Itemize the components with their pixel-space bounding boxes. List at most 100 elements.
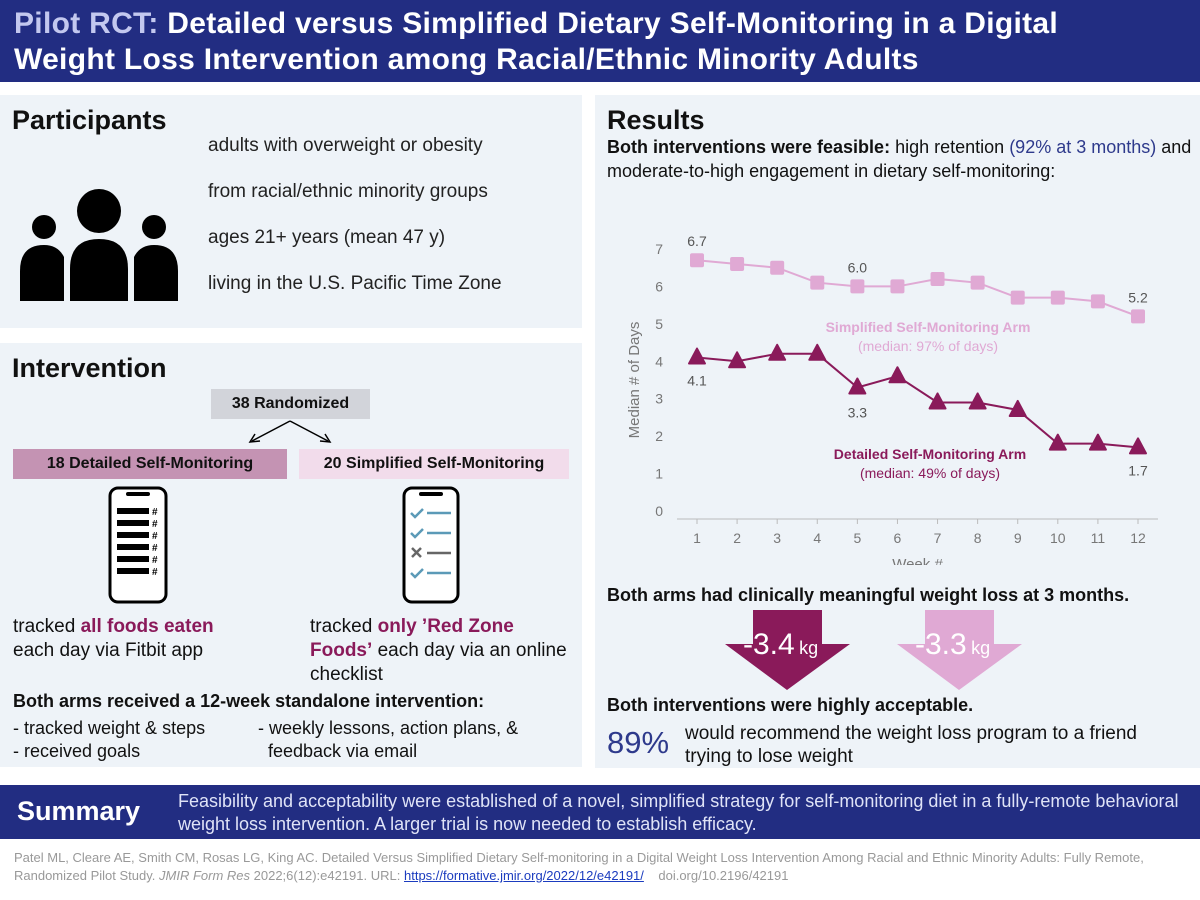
y-tick-label: 7 [655,241,663,257]
summary-bar: Summary Feasibility and acceptability we… [0,785,1200,839]
title-bar: Pilot RCT: Detailed versus Simplified Di… [0,0,1200,82]
simplified-series-name: Simplified Self-Monitoring Arm [826,319,1031,335]
citation-journal: JMIR Form Res [159,868,251,883]
feasible-bold: Both interventions were feasible: [607,137,891,157]
simplified-label: Simplified Self-Monitoring [346,455,545,472]
detailed-point [768,343,787,361]
participants-list: adults with overweight or obesity from r… [208,135,502,319]
people-icon [20,189,178,301]
detailed-series-line [696,352,1139,449]
simplified-weight-unit: kg [971,638,991,658]
simplified-point [690,253,704,268]
participants-panel: Participants adults with overweight or o… [0,95,582,328]
acceptability-heading: Both interventions were highly acceptabl… [607,695,974,715]
detailed-point [728,351,747,369]
feasible-blue: (92% at 3 months) [1009,137,1157,157]
intervention-heading: Intervention [12,353,167,383]
bullet-item: - received goals [13,741,141,761]
simplified-point [970,275,985,290]
simplified-n: 20 [323,455,342,472]
data-label: 5.2 [1128,289,1148,305]
svg-text:#: # [152,555,158,566]
detailed-point [1008,399,1027,417]
simplified-desc-bold: only ’Red Zone Foods’ [310,616,514,661]
detailed-point [888,366,907,384]
simplified-point [810,275,825,290]
y-tick-label: 6 [655,278,663,294]
recommend-percent: 89% [607,725,670,760]
x-tick-label: 9 [1014,530,1022,546]
detailed-arm-box: 18 Detailed Self-Monitoring [13,449,287,479]
detailed-point [1088,433,1107,451]
detailed-description: tracked all foods eaten each day via Fit… [13,615,293,663]
participants-heading: Participants [12,105,167,135]
summary-heading: Summary [17,796,141,826]
citation-authors: Patel ML, Cleare AE, Smith CM, Rosas LG,… [14,850,1144,883]
randomized-box: 38 Randomized [211,389,370,419]
participant-item: ages 21+ years (mean 47 y) [208,227,446,248]
results-panel: Results Both interventions were feasible… [595,95,1200,768]
y-tick-label: 2 [655,428,663,444]
simplified-series-note: (median: 97% of days) [858,338,998,354]
citation-details: 2022;6(12):e42191. URL: [253,868,401,883]
svg-text:#: # [152,519,158,530]
x-tick-label: 10 [1050,530,1066,546]
x-tick-label: 8 [974,530,982,546]
simplified-point [1090,294,1105,309]
simplified-point [1131,309,1145,324]
participant-item: adults with overweight or obesity [208,135,483,156]
citation: Patel ML, Cleare AE, Smith CM, Rosas LG,… [14,849,1194,885]
bullet-item: feedback via email [268,741,418,761]
detailed-point [848,377,867,395]
data-label: 3.3 [848,404,868,420]
data-label: 4.1 [687,373,707,389]
svg-text:#: # [152,543,158,554]
simplified-weight-value: -3.3 kg [915,628,990,662]
bullet-item: - tracked weight & steps [13,718,206,738]
summary-text: Feasibility and acceptability were estab… [178,791,1179,834]
simplified-arm-box: 20 Simplified Self-Monitoring [299,449,569,479]
detailed-point [688,347,706,365]
x-tick-label: 3 [773,530,781,546]
simplified-desc-pre: tracked [310,616,373,637]
x-tick-label: 11 [1091,530,1106,546]
y-axis-label: Median # of Days [626,322,643,439]
detailed-weight-value: -3.4 kg [743,628,818,662]
simplified-point [770,260,785,275]
simplified-point [890,279,905,294]
citation-url-link[interactable]: https://formative.jmir.org/2022/12/e4219… [403,868,644,883]
simplified-point [1010,290,1025,305]
x-tick-label: 4 [813,530,821,546]
y-tick-label: 5 [655,316,663,332]
detailed-desc-pre: tracked [13,616,76,637]
simplified-weight-arrow-icon [897,610,1022,690]
title-line1-rest: Detailed versus Simplified Dietary Self-… [167,7,1059,40]
simplified-point [1050,290,1065,305]
data-label: 6.0 [848,259,868,275]
y-tick-label: 4 [655,353,663,369]
detailed-point [968,392,987,410]
bullet-item: - weekly lessons, action plans, & [258,718,519,738]
simplified-point [930,271,945,286]
title-accent: Pilot RCT: [14,7,159,40]
detailed-point [928,392,947,410]
phone-checklist-icon [402,486,460,604]
title-line-2: Weight Loss Intervention among Racial/Et… [14,43,919,76]
simplified-series-line [696,259,1139,318]
results-heading: Results [607,105,705,135]
simplified-point [730,256,745,271]
detailed-series-name: Detailed Self-Monitoring Arm [834,446,1026,462]
x-tick-label: 6 [894,530,902,546]
x-tick-label: 2 [733,530,741,546]
detailed-n: 18 [46,455,65,472]
detailed-weight-unit: kg [799,638,819,658]
detailed-desc-post: each day via Fitbit app [13,640,204,661]
x-tick-label: 5 [853,530,861,546]
participant-item: from racial/ethnic minority groups [208,181,488,202]
title-line-1: Pilot RCT: Detailed versus Simplified Di… [14,6,1186,42]
data-label: 6.7 [687,233,707,249]
svg-text:#: # [152,567,158,578]
detailed-label: Detailed Self-Monitoring [69,455,254,472]
feasible-end: and moderate-to-high engagement in dieta… [607,137,1192,181]
